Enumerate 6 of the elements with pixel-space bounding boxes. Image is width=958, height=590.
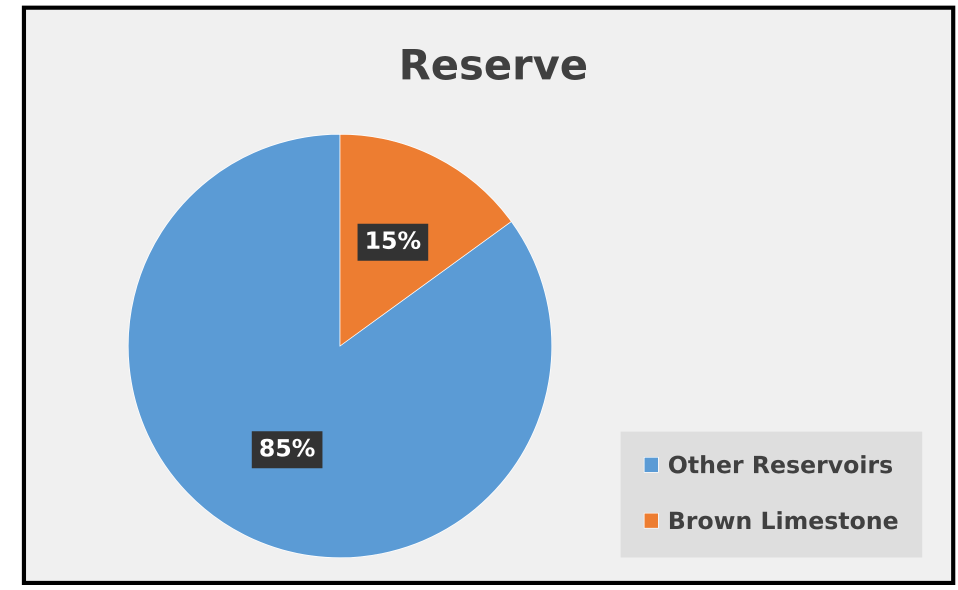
legend-label: Brown Limestone [670, 511, 898, 530]
data-label: 85% [260, 438, 315, 457]
pie-slice [128, 134, 552, 558]
chart-title: Reserve [402, 48, 586, 80]
data-label: 15% [367, 231, 420, 250]
legend-label: Other Reservoirs [668, 455, 892, 474]
